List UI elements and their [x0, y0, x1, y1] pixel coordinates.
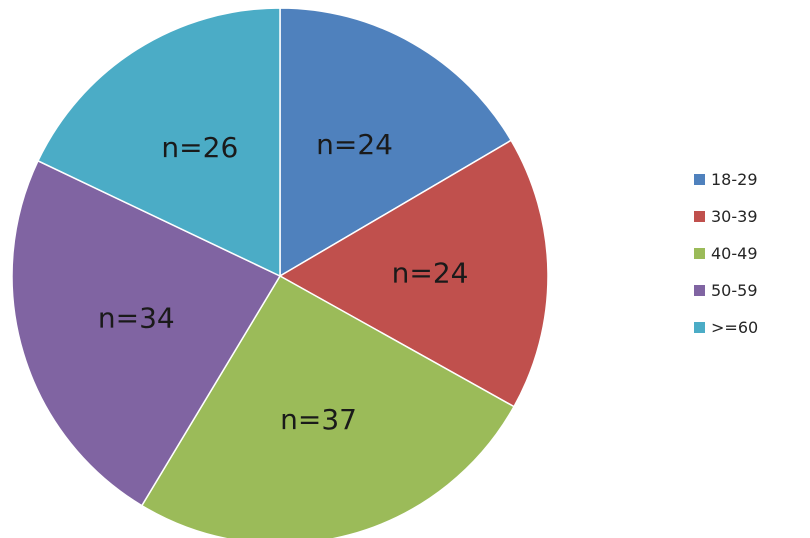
- legend-swatch-18-29: [694, 174, 705, 185]
- legend-swatch-50-59: [694, 285, 705, 296]
- data-label-18-29: n=24: [316, 128, 393, 161]
- legend-item-30-39[interactable]: 30-39: [694, 203, 810, 230]
- legend-item-40-49[interactable]: 40-49: [694, 240, 810, 267]
- pie-slice-18-29[interactable]: [279, 7, 513, 278]
- pie-slice-50-59[interactable]: [11, 159, 282, 507]
- data-label-40-49: n=37: [280, 403, 357, 436]
- pie-slice-40-49[interactable]: [140, 274, 516, 538]
- data-label-50-59: n=34: [98, 301, 175, 334]
- pie-slice-gte-60[interactable]: [37, 7, 281, 278]
- legend-swatch-60-plus: [694, 322, 705, 333]
- legend-label-60-plus: >=60: [711, 318, 759, 337]
- legend-label-50-59: 50-59: [711, 281, 758, 300]
- legend-item-60-plus[interactable]: >=60: [694, 314, 810, 341]
- legend-label-18-29: 18-29: [711, 170, 758, 189]
- legend-item-50-59[interactable]: 50-59: [694, 277, 810, 304]
- legend-label-30-39: 30-39: [711, 207, 758, 226]
- legend-label-40-49: 40-49: [711, 244, 758, 263]
- legend-item-18-29[interactable]: 18-29: [694, 166, 810, 193]
- legend: 18-29 30-39 40-49 50-59 >=60: [694, 166, 810, 351]
- pie-slice-30-39[interactable]: [278, 139, 549, 408]
- data-label-gte-60: n=26: [161, 131, 238, 164]
- legend-swatch-30-39: [694, 211, 705, 222]
- data-label-30-39: n=24: [392, 256, 469, 289]
- legend-swatch-40-49: [694, 248, 705, 259]
